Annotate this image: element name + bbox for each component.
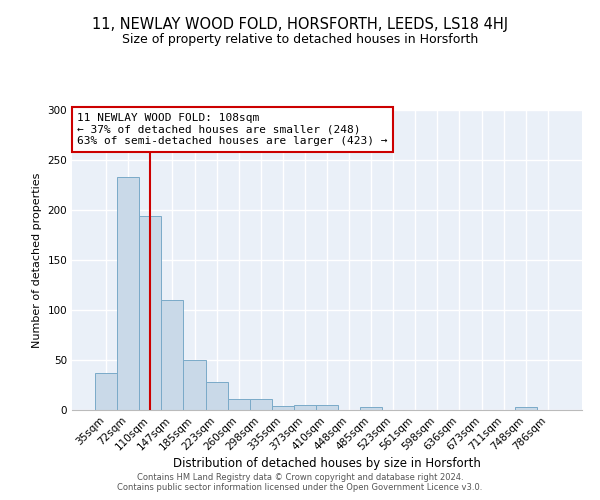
Bar <box>161 300 184 410</box>
Y-axis label: Number of detached properties: Number of detached properties <box>32 172 42 348</box>
Bar <box>227 399 250 410</box>
Bar <box>360 407 382 410</box>
Text: Contains HM Land Registry data © Crown copyright and database right 2024.: Contains HM Land Registry data © Crown c… <box>137 474 463 482</box>
Bar <box>272 406 294 410</box>
Text: Size of property relative to detached houses in Horsforth: Size of property relative to detached ho… <box>122 32 478 46</box>
Bar <box>294 405 316 410</box>
Text: 11 NEWLAY WOOD FOLD: 108sqm
← 37% of detached houses are smaller (248)
63% of se: 11 NEWLAY WOOD FOLD: 108sqm ← 37% of det… <box>77 113 388 146</box>
Bar <box>139 216 161 410</box>
Bar <box>184 360 206 410</box>
Bar <box>95 373 117 410</box>
Text: 11, NEWLAY WOOD FOLD, HORSFORTH, LEEDS, LS18 4HJ: 11, NEWLAY WOOD FOLD, HORSFORTH, LEEDS, … <box>92 18 508 32</box>
Bar <box>515 407 537 410</box>
Bar <box>250 399 272 410</box>
Bar <box>316 405 338 410</box>
Bar <box>206 382 227 410</box>
Text: Contains public sector information licensed under the Open Government Licence v3: Contains public sector information licen… <box>118 484 482 492</box>
X-axis label: Distribution of detached houses by size in Horsforth: Distribution of detached houses by size … <box>173 458 481 470</box>
Bar <box>117 177 139 410</box>
